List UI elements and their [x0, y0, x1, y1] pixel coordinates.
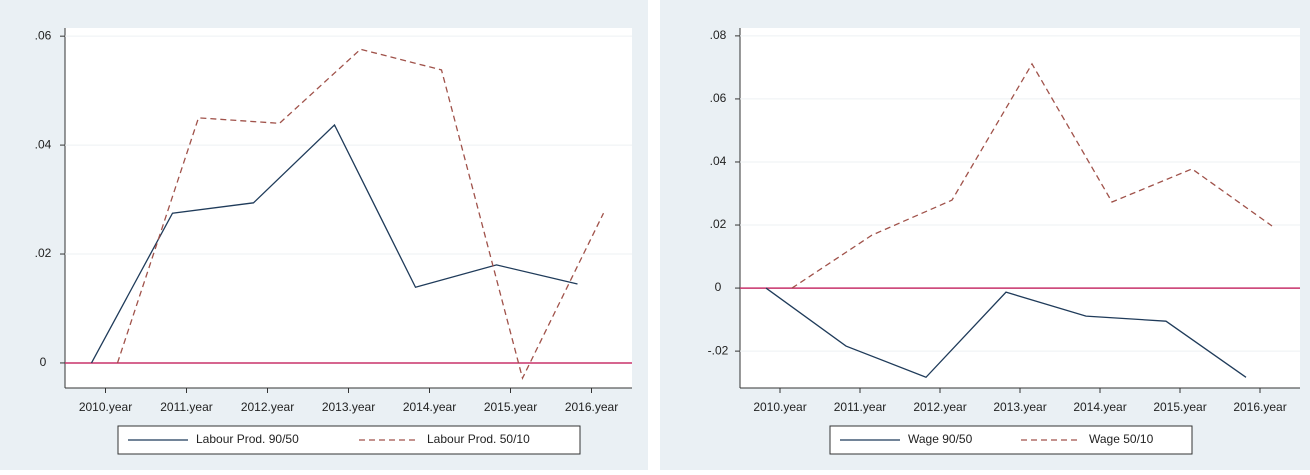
x-tick-label: 2013.year — [322, 400, 375, 414]
y-tick-label: .04 — [710, 154, 727, 168]
y-tick-label: .02 — [35, 246, 52, 260]
y-tick-label: -.02 — [708, 343, 729, 357]
x-tick-label: 2012.year — [913, 400, 966, 414]
legend-label: Labour Prod. 90/50 — [196, 432, 299, 446]
x-tick-label: 2011.year — [160, 400, 212, 414]
y-tick-label: .02 — [710, 217, 727, 231]
y-tick-label: .04 — [35, 137, 52, 151]
y-tick-label: .06 — [710, 91, 727, 105]
y-tick-label: .08 — [710, 28, 727, 42]
plot-area — [740, 28, 1300, 388]
y-tick-label: .06 — [35, 28, 52, 42]
y-tick-label: 0 — [40, 355, 47, 369]
x-tick-label: 2012.year — [241, 400, 294, 414]
legend-label: Wage 50/10 — [1089, 432, 1154, 446]
x-tick-label: 2011.year — [834, 400, 886, 414]
y-tick-label: 0 — [715, 280, 722, 294]
x-tick-label: 2015.year — [484, 400, 537, 414]
x-tick-label: 2015.year — [1153, 400, 1206, 414]
x-tick-label: 2016.year — [1233, 400, 1286, 414]
x-tick-label: 2016.year — [565, 400, 618, 414]
plot-area — [65, 28, 632, 388]
line-series — [116, 48, 605, 381]
legend-box — [117, 425, 581, 455]
x-tick-label: 2010.year — [753, 400, 806, 414]
legend-label: Wage 90/50 — [908, 432, 973, 446]
line-series — [90, 123, 578, 364]
line-series — [791, 62, 1273, 289]
legend-label: Labour Prod. 50/10 — [427, 432, 530, 446]
x-tick-label: 2014.year — [403, 400, 456, 414]
x-tick-label: 2010.year — [79, 400, 132, 414]
x-tick-label: 2014.year — [1073, 400, 1126, 414]
line-series — [765, 287, 1247, 379]
x-tick-label: 2013.year — [993, 400, 1046, 414]
